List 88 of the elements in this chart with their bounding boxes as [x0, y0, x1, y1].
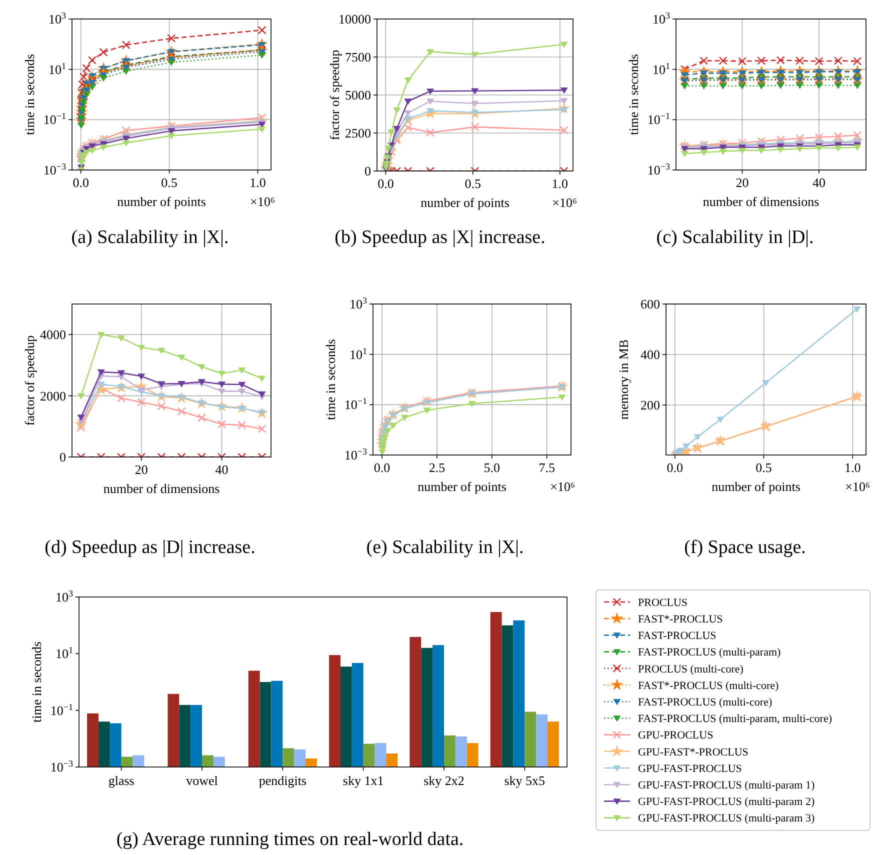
legend-label: GPU-FAST-PROCLUS (multi-param 2)	[638, 796, 815, 808]
y-tick-label: 600	[640, 296, 660, 312]
y-tick-label: 10$^{3}$	[349, 296, 368, 312]
legend-label: GPU-FAST-PROCLUS (multi-param 1)	[638, 779, 815, 792]
x-axis-title: number of points	[712, 479, 800, 494]
y-axis-title: memory in MB	[616, 339, 631, 420]
y-tick-label: 10$^{−1}$	[344, 396, 367, 412]
x-tick-label: 7.5	[538, 460, 555, 475]
y-tick-label: 5000	[345, 88, 371, 103]
y-tick-label: 10$^{−3}$	[43, 162, 66, 178]
legend-label: FAST*-PROCLUS	[638, 613, 723, 626]
y-tick-label: 10000	[338, 12, 371, 27]
text: (e) Scalability in |X|.	[366, 537, 524, 558]
x-axis-title: number of points	[418, 479, 506, 494]
x-axis-title: number of dimensions	[702, 194, 820, 209]
x-axis-title: number of points	[420, 195, 510, 210]
y-tick-label: 2000	[40, 388, 66, 404]
x-tick-label: 0.5	[756, 460, 772, 475]
x-tick-label: sky 2x2	[424, 773, 464, 788]
y-tick-label: 0	[364, 164, 371, 179]
x-tick-label: 0.0	[374, 460, 390, 475]
legend-label: FAST-PROCLUS	[638, 630, 716, 642]
x-tick-label: 2.5	[428, 460, 446, 475]
x-tick-label: vowel	[186, 773, 218, 788]
x-tick-label: 0.5	[464, 176, 481, 191]
y-tick-label: 10$^{−3}$	[647, 162, 670, 178]
x-tick-label: pendigits	[258, 773, 307, 788]
y-axis-title: factor of speedup	[22, 335, 37, 426]
legend-label: GPU-FAST-PROCLUS (multi-param 3)	[638, 812, 815, 825]
x-tick-label: 1.0	[552, 176, 568, 191]
y-tick-label: 7500	[345, 50, 371, 65]
y-axis-title: factor of speedup	[327, 50, 342, 140]
y-tick-label: 10$^{1}$	[652, 60, 670, 77]
y-tick-label: 10$^{−1}$	[50, 702, 73, 718]
text: ×10⁶	[845, 479, 870, 494]
text: ×10⁶	[550, 479, 575, 494]
legend-label: GPU-FAST-PROCLUS	[638, 762, 742, 775]
y-tick-label: 10$^{3}$	[48, 10, 66, 27]
y-tick-label: 10$^{3}$	[652, 10, 670, 27]
x-axis-title: number of points	[117, 194, 206, 209]
text: (c) Scalability in |D|.	[656, 227, 814, 248]
y-axis-title: time in seconds	[626, 54, 641, 135]
y-tick-label: 10$^{1}$	[48, 60, 66, 77]
x-tick-label: 1.0	[844, 460, 861, 475]
text: (a) Scalability in |X|.	[71, 227, 229, 248]
x-tick-label: 40	[812, 175, 826, 190]
legend-label: GPU-FAST*-PROCLUS	[638, 746, 748, 758]
y-tick-label: 0	[60, 450, 66, 465]
x-tick-label: 0.0	[666, 460, 684, 475]
y-tick-label: 10$^{1}$	[349, 346, 367, 362]
x-tick-label: 20	[736, 175, 749, 190]
legend-label: PROCLUS	[638, 596, 688, 609]
x-tick-label: glass	[108, 773, 134, 788]
x-tick-label: 20	[134, 462, 148, 477]
x-tick-label: 5.0	[484, 460, 500, 475]
x-axis-title: number of dimensions	[103, 481, 220, 496]
x-tick-label: 0.5	[161, 175, 178, 190]
y-tick-label: 10$^{−1}$	[43, 111, 66, 128]
legend-label: FAST-PROCLUS (multi-param, multi-core)	[638, 713, 832, 726]
x-tick-label: sky 1x1	[342, 773, 384, 788]
y-tick-label: 10$^{−3}$	[50, 758, 74, 775]
legend-label: PROCLUS (multi-core)	[638, 663, 744, 676]
text: ×10⁶	[250, 194, 275, 209]
text: (g) Average running times on real-world data.	[116, 829, 464, 850]
y-tick-label: 10$^{3}$	[55, 588, 74, 605]
y-axis-title: time in seconds	[29, 642, 44, 722]
legend-label: FAST-PROCLUS (multi-core)	[638, 696, 772, 708]
y-tick-label: 200	[640, 398, 660, 413]
y-tick-label: 2500	[345, 126, 371, 141]
text: ×10⁶	[552, 195, 577, 210]
text: (f) Space usage.	[684, 537, 806, 558]
text: (b) Speedup as |X| increase.	[334, 227, 546, 248]
x-tick-label: 0.0	[378, 176, 394, 191]
y-tick-label: 400	[640, 347, 660, 362]
legend-label: GPU-PROCLUS	[638, 730, 714, 742]
x-tick-label: 0.0	[72, 175, 89, 190]
legend-label: FAST-PROCLUS (multi-param)	[638, 646, 782, 659]
x-tick-label: sky 5x5	[504, 773, 546, 788]
y-tick-label: 10$^{1}$	[55, 645, 73, 662]
x-tick-label: 40	[215, 462, 228, 477]
text: (d) Speedup as |D| increase.	[44, 537, 256, 558]
x-tick-label: 1.0	[250, 175, 266, 190]
y-tick-label: 10$^{−1}$	[647, 111, 670, 128]
legend-label: FAST*-PROCLUS (multi-core)	[638, 680, 779, 692]
y-axis-title: time in seconds	[22, 54, 37, 135]
y-axis-title: time in seconds	[323, 339, 338, 420]
y-tick-label: 10$^{−3}$	[344, 446, 368, 463]
y-tick-label: 4000	[40, 327, 66, 342]
